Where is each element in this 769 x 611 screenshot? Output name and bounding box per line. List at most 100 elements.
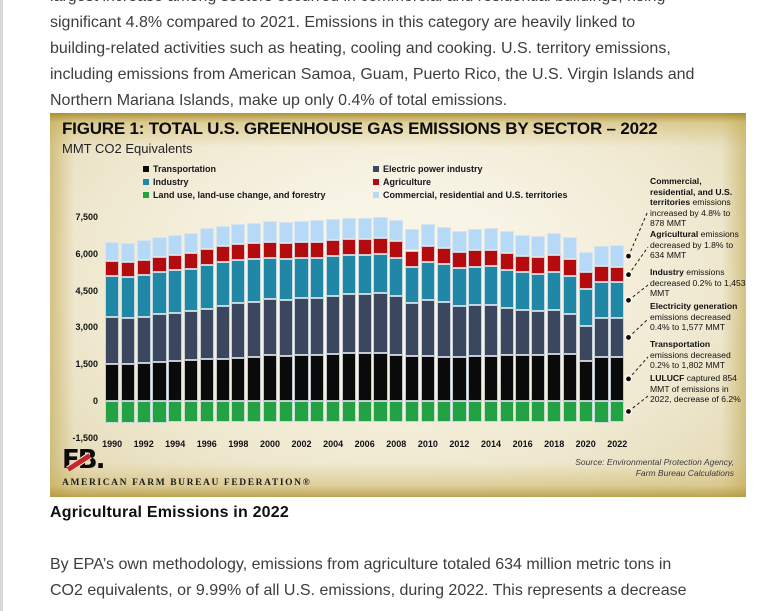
x-axis-tick-label: 2020 [575, 439, 596, 449]
bar-segment-electric-power-industry [452, 305, 467, 357]
bar-segment-electric-power-industry [136, 316, 151, 363]
bar-segment-electric-power-industry [215, 306, 230, 359]
annotation-bold: Electricity generation [650, 301, 738, 311]
bar-segment-agriculture [594, 266, 609, 283]
source-line: Source: Environmental Protection Agency, [575, 457, 734, 467]
bar-segment-agriculture [247, 243, 262, 260]
legend-swatch-commercial [373, 191, 379, 198]
bar-segment-industry [562, 275, 578, 314]
bar-segment-transportation [515, 354, 530, 401]
x-axis-tick-label: 2012 [449, 439, 470, 449]
bar-segment-transportation [247, 356, 262, 401]
bar-segment-land-use-land-use-change-and-forestry [215, 401, 230, 423]
bar-segment-transportation [531, 354, 546, 401]
bar-segment-agriculture [105, 261, 120, 276]
paragraph-line: By EPA’s own methodology, emissions from… [50, 556, 672, 573]
y-axis-tick-label: 3,000 [75, 322, 98, 333]
bar-segment-industry [389, 257, 404, 296]
bar-segment-commercial-residential-and-u-s-territories [357, 218, 372, 239]
bar-segment-transportation [499, 355, 514, 401]
bar-segment-electric-power-industry [404, 302, 420, 357]
x-axis-tick-label: 2004 [323, 439, 344, 449]
bar-segment-industry [294, 258, 309, 299]
bar-segment-commercial-residential-and-u-s-territories [483, 227, 499, 250]
x-axis-tick-label: 1990 [102, 439, 123, 449]
bar-segment-land-use-land-use-change-and-forestry [278, 401, 293, 422]
bar-segment-electric-power-industry [610, 318, 625, 357]
bar-segment-land-use-land-use-change-and-forestry [231, 401, 246, 423]
legend-item-industry: Industry [143, 176, 189, 187]
bar-segment-land-use-land-use-change-and-forestry [199, 401, 214, 423]
annotation-agriculture: Agricultural emissions decreased by 1.8%… [650, 229, 746, 261]
bar-segment-land-use-land-use-change-and-forestry [515, 401, 530, 422]
bar-segment-agriculture [341, 238, 356, 255]
x-axis-tick-label: 2014 [480, 439, 502, 449]
bar-segment-transportation [389, 354, 404, 401]
bar-segment-land-use-land-use-change-and-forestry [483, 401, 499, 422]
x-axis-tick-label: 2000 [259, 439, 281, 449]
legend-swatch-land-use [143, 191, 149, 198]
bar-segment-agriculture [199, 249, 214, 265]
page-left-border [0, 0, 3, 611]
bar-segment-agriculture [152, 257, 167, 273]
bar-chart-plot: 7,500 6,000 4,500 3,000 1,500 0 -1,500 1990 1992… [50, 113, 746, 497]
bar-segment-electric-power-industry [357, 294, 372, 353]
bar-segment-agriculture [183, 253, 199, 269]
y-axis-tick-label: 4,500 [75, 285, 98, 296]
bar-segment-commercial-residential-and-u-s-territories [294, 221, 309, 243]
bar-segment-electric-power-industry [326, 295, 341, 354]
bar-segment-electric-power-industry [562, 313, 578, 355]
bar-segment-agriculture [404, 250, 420, 267]
bar-segment-industry [499, 269, 514, 308]
bar-segment-electric-power-industry [547, 310, 562, 355]
bar-segment-commercial-residential-and-u-s-territories [262, 220, 278, 243]
bar-segment-land-use-land-use-change-and-forestry [310, 401, 325, 422]
bar-segment-commercial-residential-and-u-s-territories [199, 228, 214, 250]
legend-label: Electric power industry [383, 163, 483, 174]
bar-segment-commercial-residential-and-u-s-territories [120, 242, 135, 263]
bar-segment-agriculture [215, 246, 230, 263]
legend-item-land-use: Land use, land-use change, and forestry [143, 189, 326, 200]
x-axis-tick-label: 1992 [133, 439, 154, 449]
bar-segment-transportation [594, 356, 609, 401]
bar-segment-electric-power-industry [294, 298, 309, 356]
bar-segment-commercial-residential-and-u-s-territories [247, 222, 262, 244]
bar-segment-industry [168, 270, 183, 313]
bar-segment-agriculture [389, 241, 404, 258]
bar-segment-land-use-land-use-change-and-forestry [294, 401, 309, 422]
bar-segment-electric-power-industry [420, 299, 435, 356]
bar-segment-commercial-residential-and-u-s-territories [594, 245, 609, 267]
bar-segment-industry [404, 266, 420, 303]
bar-segment-transportation [357, 352, 372, 401]
bar-segment-transportation [183, 360, 199, 401]
article-top-paragraph: largest increase among sectors occurred … [50, 0, 762, 114]
bar-segment-transportation [231, 357, 246, 401]
figure-source: Source: Environmental Protection Agency,… [514, 457, 734, 479]
bar-segment-industry [183, 268, 199, 312]
bar-segment-land-use-land-use-change-and-forestry [404, 401, 420, 423]
bar-segment-industry [531, 273, 546, 312]
bar-segment-land-use-land-use-change-and-forestry [152, 401, 167, 423]
bar-segment-agriculture [136, 259, 151, 275]
bar-segment-agriculture [294, 242, 309, 259]
bar-segment-land-use-land-use-change-and-forestry [136, 401, 151, 423]
x-axis-tick-label: 2010 [417, 439, 438, 449]
afbf-logo: FB. AMERICAN FARM BUREAU FEDERATION® [62, 447, 322, 488]
bar-segment-electric-power-industry [389, 295, 404, 355]
y-axis-tick-label: 0 [92, 396, 98, 406]
bar-segment-land-use-land-use-change-and-forestry [120, 401, 135, 423]
bar-segment-agriculture [452, 251, 467, 268]
bar-segment-agriculture [547, 254, 562, 272]
bar-segment-electric-power-industry [262, 299, 278, 356]
bar-segment-commercial-residential-and-u-s-territories [152, 237, 167, 258]
annotation-text: emissions decreased by 1.8% to 634 MMT [650, 229, 739, 261]
annotation-bold: LULUCF [650, 373, 685, 383]
bar-segment-industry [452, 268, 467, 306]
legend-item-electric-power: Electric power industry [373, 163, 483, 174]
bar-segment-commercial-residential-and-u-s-territories [105, 241, 120, 262]
bar-segment-transportation [420, 356, 435, 401]
bar-segment-commercial-residential-and-u-s-territories [452, 231, 467, 252]
y-axis-tick-label: 1,500 [75, 359, 98, 370]
annotation-electricity: Electricity generation emissions decreas… [650, 301, 746, 333]
